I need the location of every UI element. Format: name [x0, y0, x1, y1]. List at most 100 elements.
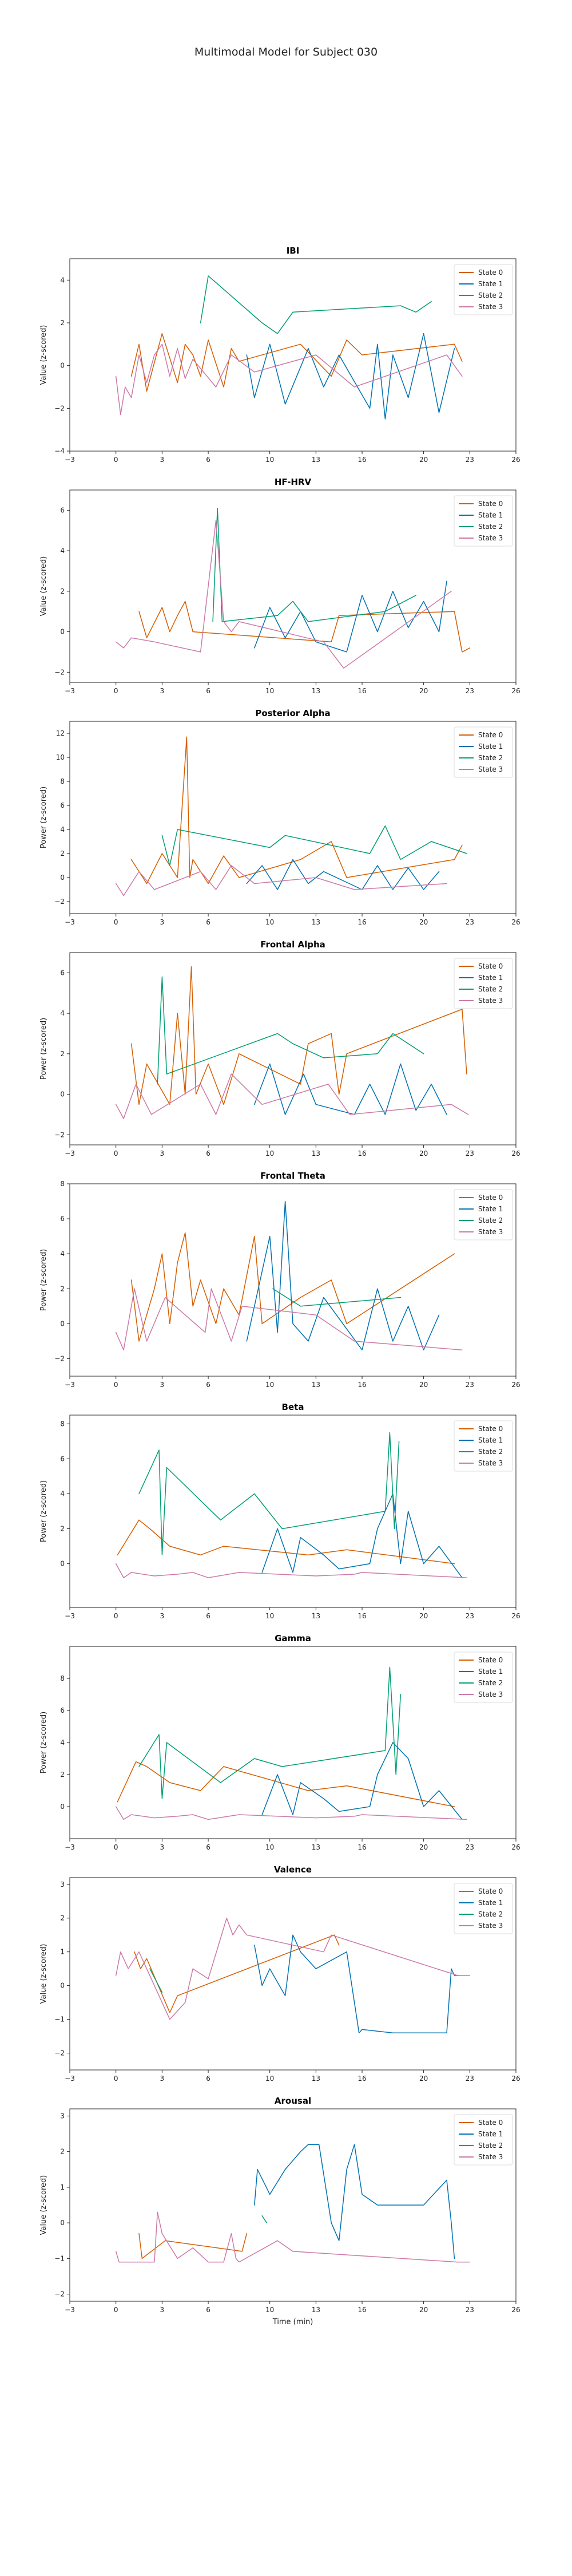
x-tick-label: 0 — [114, 1149, 118, 1157]
x-tick-label: 20 — [419, 1149, 428, 1157]
legend-label-state-3: State 3 — [478, 2153, 503, 2161]
legend-label-state-2: State 2 — [478, 1448, 503, 1456]
legend-box — [454, 1420, 513, 1472]
figure-title: Multimodal Model for Subject 030 — [194, 46, 378, 58]
subplot-frontal-theta: Frontal Theta −3 0 3 6 10 13 16 20 23 26 −2 0 2 4 6 8 Pow… — [39, 1171, 521, 1389]
x-tick-label: 13 — [312, 687, 320, 695]
x-tick-label: 6 — [206, 918, 210, 926]
plot-frame — [69, 258, 517, 452]
x-tick-label: 3 — [160, 1843, 165, 1851]
subplot-title: Gamma — [275, 1633, 311, 1643]
legend-label-state-3: State 3 — [478, 303, 503, 311]
legend: State 0 State 1 State 2 State 3 — [454, 264, 513, 315]
x-tick-label: 23 — [466, 2306, 474, 2314]
y-axis-label: Power (z-scored) — [39, 1249, 48, 1311]
y-axis-label: Value (z-scored) — [39, 1944, 48, 2004]
x-tick-label: 20 — [419, 2075, 428, 2083]
x-tick-label: 0 — [114, 687, 118, 695]
x-tick-label: 26 — [511, 456, 520, 464]
y-axis-label: Power (z-scored) — [39, 1018, 48, 1080]
y-tick-label: −2 — [54, 404, 65, 412]
y-axis-label: Value (z-scored) — [39, 556, 48, 617]
y-tick-label: 0 — [60, 1319, 65, 1327]
y-tick-label: 6 — [60, 1215, 65, 1223]
x-tick-label: 10 — [265, 687, 274, 695]
x-tick-label: 16 — [357, 1149, 366, 1157]
x-tick-label: 0 — [114, 456, 118, 464]
subplot-title: Arousal — [275, 2096, 311, 2106]
plot-frame — [69, 1646, 517, 1839]
legend: State 0 State 1 State 2 State 3 — [454, 495, 513, 547]
subplot-title: Valence — [274, 1864, 312, 1875]
y-axis-label: Value (z-scored) — [39, 2175, 48, 2235]
x-tick-label: 16 — [357, 1612, 366, 1620]
x-tick-label: 6 — [206, 2306, 210, 2314]
legend-label-state-2: State 2 — [478, 985, 503, 993]
legend: State 0 State 1 State 2 State 3 — [454, 726, 513, 778]
legend-label-state-2: State 2 — [478, 1216, 503, 1224]
legend: State 0 State 1 State 2 State 3 — [454, 1189, 513, 1240]
y-tick-label: 2 — [60, 1525, 65, 1533]
x-tick-label: 3 — [160, 1612, 165, 1620]
x-tick-label: 26 — [511, 1381, 520, 1389]
x-tick-label: 20 — [419, 456, 428, 464]
subplot-beta: Beta −3 0 3 6 10 13 16 20 23 26 0 2 4 6 8 Power (z-score… — [39, 1402, 521, 1620]
x-tick-label: 16 — [357, 687, 366, 695]
series-line-state-3 — [115, 865, 447, 896]
series-line-state-1 — [246, 859, 440, 890]
y-tick-label: 1 — [60, 2183, 65, 2191]
subplot-title: Posterior Alpha — [255, 708, 330, 718]
y-tick-label: 2 — [60, 2148, 65, 2156]
x-tick-label: 3 — [160, 1381, 165, 1389]
y-tick-label: 4 — [60, 1739, 65, 1747]
y-tick-label: 6 — [60, 969, 65, 977]
x-tick-label: 3 — [160, 918, 165, 926]
x-tick-label: 0 — [114, 918, 118, 926]
y-tick-label: 2 — [60, 1914, 65, 1922]
legend-label-state-0: State 0 — [478, 731, 503, 739]
legend-label-state-1: State 1 — [478, 1899, 503, 1907]
y-tick-label: 6 — [60, 801, 65, 809]
x-tick-label: 16 — [357, 2075, 366, 2083]
x-tick-label: 0 — [114, 1843, 118, 1851]
legend-label-state-2: State 2 — [478, 291, 503, 299]
x-tick-label: 26 — [511, 687, 520, 695]
y-tick-label: 2 — [60, 1050, 65, 1058]
y-tick-label: 4 — [60, 1009, 65, 1017]
y-tick-label: 4 — [60, 1250, 65, 1258]
series-line-state-1 — [254, 580, 447, 653]
legend-box — [454, 264, 513, 315]
y-tick-label: −1 — [54, 2016, 65, 2024]
series-line-state-0 — [130, 966, 467, 1105]
x-tick-label: 6 — [206, 1149, 210, 1157]
x-tick-label: −3 — [65, 456, 75, 464]
y-tick-label: 2 — [60, 1771, 65, 1779]
subplot-frontal-alpha: Frontal Alpha −3 0 3 6 10 13 16 20 23 26 −2 0 2 4 6 Powe… — [39, 939, 521, 1157]
x-tick-label: 6 — [206, 1843, 210, 1851]
y-tick-label: 8 — [60, 1180, 65, 1188]
legend-label-state-1: State 1 — [478, 1436, 503, 1444]
y-axis-label: Power (z-scored) — [39, 1480, 48, 1542]
y-tick-label: 6 — [60, 506, 65, 514]
x-tick-label: −3 — [65, 1843, 75, 1851]
legend-label-state-1: State 1 — [478, 1668, 503, 1676]
x-tick-label: 23 — [466, 1843, 474, 1851]
y-tick-label: 0 — [60, 362, 65, 370]
series-line-state-0 — [117, 1519, 455, 1564]
legend-label-state-3: State 3 — [478, 765, 503, 773]
plot-frame — [69, 489, 517, 683]
x-tick-label: 3 — [160, 2306, 165, 2314]
x-tick-label: 16 — [357, 918, 366, 926]
series-line-state-3 — [115, 520, 452, 669]
legend-label-state-2: State 2 — [478, 1679, 503, 1687]
series-line-state-1 — [254, 1063, 447, 1115]
x-tick-label: 6 — [206, 1612, 210, 1620]
series-line-state-0 — [130, 333, 463, 392]
y-tick-label: 8 — [60, 777, 65, 785]
legend-label-state-3: State 3 — [478, 534, 503, 542]
x-tick-label: 3 — [160, 1149, 165, 1157]
x-tick-label: 13 — [312, 1843, 320, 1851]
x-tick-label: 10 — [265, 2306, 274, 2314]
legend-label-state-1: State 1 — [478, 742, 503, 750]
